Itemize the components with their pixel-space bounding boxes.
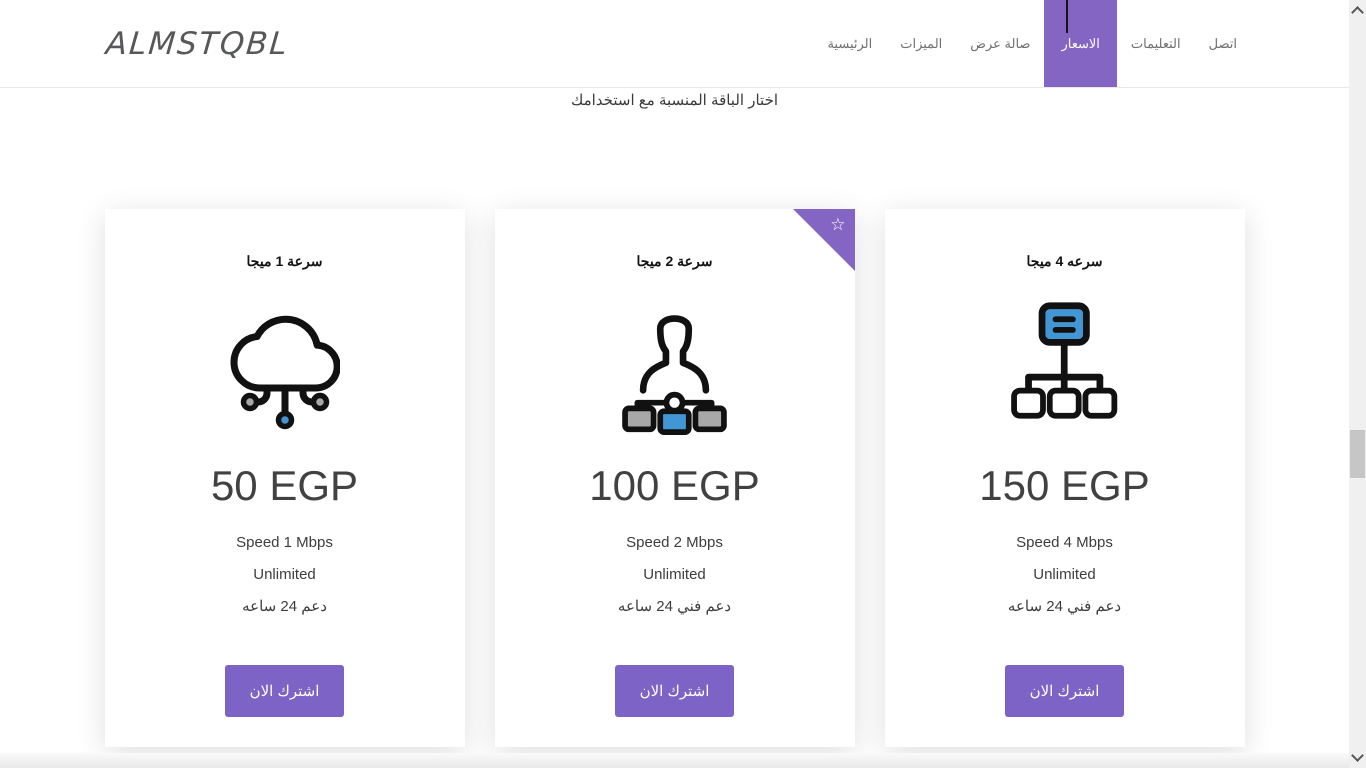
feature-speed: Speed 2 Mbps	[626, 534, 723, 551]
card-features: Speed 2 Mbps Unlimited دعم فني 24 ساعه	[495, 527, 855, 623]
nav-item-home[interactable]: الرئيسية	[827, 35, 873, 51]
featured-ribbon	[792, 209, 855, 271]
server-network-icon	[885, 300, 1245, 435]
card-price: 150 EGP	[979, 462, 1150, 509]
card-price: 50 EGP	[210, 462, 359, 509]
pricing-subtitle: اختار الباقة المنسبة مع استخدامك	[570, 92, 779, 109]
feature-quota: Unlimited	[253, 566, 316, 583]
main-nav: الرئيسية الميزات صالة عرض الاسعار التعلي…	[813, 0, 1251, 87]
site-header: ALMSTQBL الرئيسية الميزات صالة عرض الاسع…	[0, 0, 1349, 88]
subscribe-button[interactable]: اشترك الان	[224, 665, 345, 717]
feature-support: دعم 24 ساعه	[242, 598, 327, 615]
pricing-card-1mbps: سرعة 1 ميجا 50 EGP Speed 1 Mbps Unlimi	[104, 209, 465, 747]
card-features: Speed 1 Mbps Unlimited دعم 24 ساعه	[105, 527, 465, 623]
next-section-edge	[0, 753, 1349, 768]
nav-item-gallery[interactable]: صالة عرض	[970, 35, 1031, 51]
subscribe-button[interactable]: اشترك الان	[1004, 665, 1125, 717]
nav-item-contact[interactable]: اتصل	[1208, 35, 1237, 51]
nav-item-instructions[interactable]: التعليمات	[1130, 35, 1181, 51]
card-title: سرعة 2 ميجا	[636, 253, 713, 269]
pricing-cards: سرعة 1 ميجا 50 EGP Speed 1 Mbps Unlimi	[0, 209, 1349, 747]
feature-speed: Speed 1 Mbps	[236, 534, 333, 551]
site-logo[interactable]: ALMSTQBL	[104, 25, 291, 62]
feature-speed: Speed 4 Mbps	[1016, 534, 1113, 551]
card-title: سرعه 4 ميجا	[1026, 253, 1103, 269]
feature-support: دعم فني 24 ساعه	[617, 598, 732, 615]
nav-item-features[interactable]: الميزات	[900, 35, 943, 51]
card-price: 100 EGP	[589, 462, 760, 509]
scrollbar-thumb[interactable]	[1350, 430, 1365, 478]
star-icon: ☆	[830, 215, 846, 234]
pricing-card-2mbps: ☆ سرعة 2 ميجا 100 EGP Speed 2 Mbps	[494, 209, 855, 747]
scroll-down-icon[interactable]	[1351, 749, 1364, 762]
nav-item-pricing[interactable]: الاسعار	[1044, 0, 1117, 87]
feature-quota: Unlimited	[643, 566, 706, 583]
vertical-scrollbar[interactable]	[1349, 0, 1366, 768]
pricing-card-4mbps: سرعه 4 ميجا 150 EGP Speed	[884, 209, 1245, 747]
cloud-network-icon	[105, 300, 465, 435]
feature-quota: Unlimited	[1033, 566, 1096, 583]
card-features: Speed 4 Mbps Unlimited دعم فني 24 ساعه	[885, 527, 1245, 623]
subscribe-button[interactable]: اشترك الان	[614, 665, 735, 717]
text-caret-artifact	[1066, 0, 1068, 33]
card-title: سرعة 1 ميجا	[246, 253, 323, 269]
scroll-up-icon[interactable]	[1351, 6, 1364, 19]
feature-support: دعم فني 24 ساعه	[1007, 598, 1122, 615]
user-network-icon	[495, 300, 855, 435]
